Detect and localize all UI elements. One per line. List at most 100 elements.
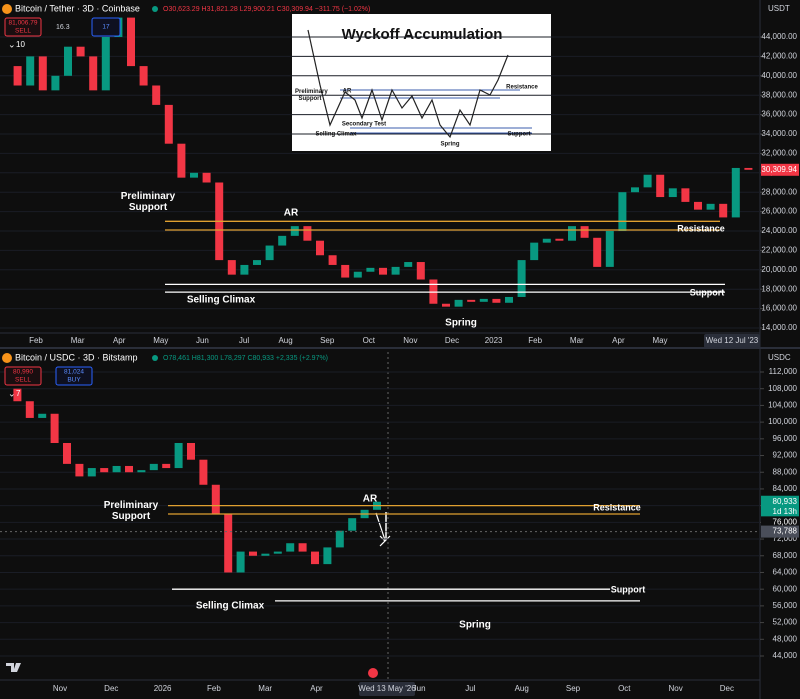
candle bbox=[404, 262, 413, 267]
annotation: AR bbox=[283, 207, 299, 219]
y-tick-label: 42,000.00 bbox=[761, 52, 797, 61]
candle bbox=[13, 66, 22, 86]
candle bbox=[76, 46, 85, 57]
candle bbox=[731, 167, 740, 218]
price-tag: 73,788 bbox=[773, 527, 798, 536]
buy-button bbox=[91, 17, 121, 37]
candle bbox=[26, 56, 35, 86]
y-tick-label: 22,000.00 bbox=[761, 246, 797, 255]
buy-label: BUY bbox=[67, 377, 81, 384]
candle bbox=[63, 443, 71, 464]
symbol-icon bbox=[2, 353, 12, 363]
candle bbox=[391, 266, 400, 275]
x-tick-label: Mar bbox=[71, 336, 85, 345]
candle bbox=[224, 514, 233, 573]
x-tick-label: Apr bbox=[113, 336, 126, 345]
candle bbox=[174, 443, 183, 469]
buy-button bbox=[55, 366, 93, 386]
indicator-count: 7 bbox=[16, 389, 21, 398]
y-tick-label: 96,000 bbox=[773, 434, 798, 443]
candle bbox=[479, 298, 488, 302]
y-tick-label: 16,000.00 bbox=[761, 304, 797, 313]
y-tick-label: 92,000 bbox=[773, 451, 798, 460]
candle bbox=[50, 413, 59, 443]
status-dot bbox=[152, 6, 158, 12]
candle bbox=[149, 463, 158, 471]
x-tick-label: Dec bbox=[104, 684, 118, 693]
y-tick-label: 60,000 bbox=[773, 584, 798, 593]
x-tick-label: Dec bbox=[445, 336, 459, 345]
annotation: Preliminary Support bbox=[120, 191, 176, 213]
x-tick-label: May bbox=[652, 336, 667, 345]
candle bbox=[273, 551, 282, 554]
x-tick-label: Nov bbox=[403, 336, 417, 345]
x-tick-label: Dec bbox=[720, 684, 734, 693]
candle bbox=[618, 192, 627, 231]
candle bbox=[125, 465, 133, 473]
candle bbox=[152, 85, 161, 105]
candle bbox=[286, 543, 295, 552]
candle bbox=[681, 188, 690, 202]
x-tick-label: Jun bbox=[413, 684, 426, 693]
symbol-icon bbox=[2, 4, 12, 14]
candle bbox=[517, 260, 526, 297]
candle bbox=[38, 413, 47, 418]
y-tick-label: 48,000 bbox=[773, 634, 798, 643]
candle bbox=[139, 66, 148, 86]
y-tick-label: 88,000 bbox=[773, 467, 798, 476]
x-tick-label: Nov bbox=[53, 684, 67, 693]
x-tick-label: Jun bbox=[196, 336, 209, 345]
candle bbox=[177, 143, 186, 178]
x-tick-label: Aug bbox=[515, 684, 529, 693]
x-tick-label: Apr bbox=[310, 684, 323, 693]
y-tick-label: 44,000.00 bbox=[761, 32, 797, 41]
y-tick-label: 26,000.00 bbox=[761, 207, 797, 216]
x-tick-label: 2023 bbox=[485, 336, 503, 345]
x-tick-label: Sep bbox=[566, 684, 581, 693]
x-tick-label: Mar bbox=[570, 336, 584, 345]
event-icon bbox=[368, 668, 378, 678]
candle bbox=[101, 37, 110, 91]
candle bbox=[25, 401, 34, 418]
y-tick-label: 52,000 bbox=[773, 618, 798, 627]
y-tick-label: 40,000.00 bbox=[761, 71, 797, 80]
candle bbox=[290, 226, 299, 236]
candle bbox=[236, 551, 245, 573]
ohlc: O78,461 H81,300 L78,297 C80,933 +2,335 (… bbox=[163, 355, 328, 362]
candle bbox=[100, 468, 109, 473]
candle bbox=[253, 260, 261, 265]
cursor-date-box bbox=[704, 334, 760, 348]
candle bbox=[190, 172, 198, 178]
candle bbox=[668, 188, 677, 198]
candle bbox=[127, 17, 135, 67]
price-tag: 80,933 bbox=[773, 497, 798, 506]
annotation: Selling Climax bbox=[186, 294, 256, 306]
candle bbox=[744, 167, 753, 170]
y-tick-label: 32,000.00 bbox=[761, 149, 797, 158]
x-tick-label: 2026 bbox=[154, 684, 172, 693]
inset: Wyckoff Accumulation bbox=[292, 14, 551, 151]
x-tick-label: Oct bbox=[363, 336, 376, 345]
y-tick-label: 112,000 bbox=[769, 367, 798, 376]
candle bbox=[202, 172, 211, 183]
candle bbox=[706, 203, 715, 210]
candle bbox=[580, 226, 589, 238]
candle bbox=[187, 443, 195, 460]
candle bbox=[442, 303, 450, 307]
annotation: Spring bbox=[445, 317, 477, 329]
x-tick-label: May bbox=[153, 336, 168, 345]
candle bbox=[416, 262, 425, 280]
price-tag-box bbox=[761, 516, 799, 529]
cursor-date: Wed 13 May '26 bbox=[358, 684, 416, 693]
candle bbox=[656, 174, 665, 198]
candle bbox=[335, 530, 344, 548]
price-tag-box bbox=[761, 525, 799, 538]
candle bbox=[249, 551, 257, 556]
candle bbox=[568, 226, 576, 241]
price-tag: 76,000 bbox=[773, 517, 798, 526]
sell-button bbox=[4, 17, 42, 37]
candle bbox=[454, 299, 463, 307]
price-tag-box bbox=[761, 163, 799, 176]
x-tick-label: Apr bbox=[612, 336, 625, 345]
